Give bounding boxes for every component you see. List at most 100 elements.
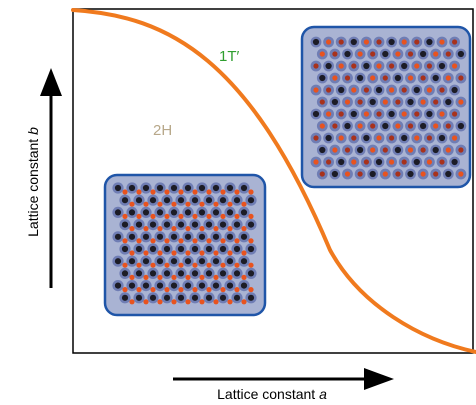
atom-metal bbox=[344, 122, 351, 130]
atom-chalcogen bbox=[332, 51, 338, 57]
atom-chalcogen bbox=[129, 226, 135, 232]
atom-metal bbox=[170, 184, 178, 192]
atom-metal bbox=[156, 184, 164, 192]
atom-metal bbox=[205, 294, 213, 301]
atom-metal bbox=[191, 245, 199, 253]
atom-metal bbox=[128, 258, 136, 265]
atom-metal bbox=[212, 282, 220, 289]
atom-metal bbox=[233, 245, 241, 253]
atom-metal bbox=[240, 258, 248, 265]
atom-chalcogen bbox=[199, 250, 205, 256]
atom-metal bbox=[413, 86, 420, 94]
atom-metal bbox=[128, 209, 136, 216]
atom-chalcogen bbox=[192, 238, 198, 244]
atom-metal bbox=[375, 158, 383, 166]
atom-chalcogen bbox=[199, 226, 205, 232]
atom-metal bbox=[163, 221, 171, 228]
atom-chalcogen bbox=[407, 147, 414, 153]
atom-metal bbox=[219, 270, 227, 277]
atom-chalcogen bbox=[370, 51, 376, 57]
atom-chalcogen bbox=[150, 238, 156, 244]
atom-metal bbox=[128, 184, 136, 192]
atom-chalcogen bbox=[407, 75, 414, 81]
atom-chalcogen bbox=[433, 51, 439, 57]
atom-chalcogen bbox=[326, 159, 332, 165]
atom-chalcogen bbox=[363, 39, 369, 45]
atom-chalcogen bbox=[122, 238, 128, 244]
atom-chalcogen bbox=[157, 250, 163, 256]
atom-chalcogen bbox=[157, 299, 163, 305]
atom-chalcogen bbox=[338, 63, 344, 69]
atom-metal bbox=[233, 221, 241, 228]
atom-metal bbox=[177, 245, 185, 253]
atom-chalcogen bbox=[129, 201, 135, 207]
atom-metal bbox=[233, 270, 241, 277]
atom-metal bbox=[205, 245, 213, 253]
atom-metal bbox=[184, 184, 192, 192]
atom-chalcogen bbox=[344, 99, 351, 105]
atom-chalcogen bbox=[122, 213, 128, 219]
atom-chalcogen bbox=[370, 147, 376, 153]
atom-chalcogen bbox=[357, 171, 363, 177]
atom-chalcogen bbox=[171, 299, 177, 305]
atom-chalcogen bbox=[351, 87, 357, 93]
atom-chalcogen bbox=[445, 51, 451, 57]
atom-chalcogen bbox=[426, 87, 432, 93]
atom-chalcogen bbox=[376, 63, 382, 69]
atom-chalcogen bbox=[326, 87, 332, 93]
atom-metal bbox=[149, 197, 157, 204]
atom-chalcogen bbox=[241, 250, 247, 256]
atom-metal bbox=[191, 221, 199, 228]
atom-chalcogen bbox=[319, 51, 325, 57]
atom-chalcogen bbox=[234, 262, 240, 268]
atom-chalcogen bbox=[241, 274, 247, 280]
atom-metal bbox=[394, 146, 401, 154]
atom-chalcogen bbox=[420, 75, 426, 81]
atom-chalcogen bbox=[227, 274, 233, 280]
atom-metal bbox=[312, 38, 320, 46]
inset-1t-prime-lattice bbox=[300, 25, 472, 189]
atom-metal bbox=[438, 134, 446, 142]
atom-metal bbox=[226, 184, 234, 192]
phase-label-2h: 2H bbox=[153, 122, 172, 139]
atom-chalcogen bbox=[143, 226, 149, 232]
inset-2h-atoms bbox=[112, 182, 257, 305]
atom-chalcogen bbox=[178, 287, 184, 293]
atom-chalcogen bbox=[395, 99, 401, 105]
atom-chalcogen bbox=[248, 189, 254, 195]
atom-chalcogen bbox=[389, 63, 395, 69]
atom-metal bbox=[156, 258, 164, 265]
atom-metal bbox=[226, 209, 234, 216]
atom-metal bbox=[420, 50, 427, 58]
atom-metal bbox=[445, 170, 452, 178]
atom-chalcogen bbox=[313, 63, 319, 69]
atom-chalcogen bbox=[452, 39, 458, 45]
atom-metal bbox=[184, 233, 192, 240]
atom-chalcogen bbox=[382, 171, 388, 177]
atom-chalcogen bbox=[220, 189, 226, 195]
atom-chalcogen bbox=[164, 213, 170, 219]
atom-metal bbox=[344, 50, 351, 58]
atom-chalcogen bbox=[199, 201, 205, 207]
atom-metal bbox=[369, 170, 376, 178]
atom-metal bbox=[388, 110, 395, 118]
atom-chalcogen bbox=[178, 238, 184, 244]
atom-chalcogen bbox=[220, 238, 226, 244]
atom-metal bbox=[407, 170, 414, 178]
atom-metal bbox=[156, 282, 164, 289]
atom-chalcogen bbox=[185, 201, 191, 207]
atom-metal bbox=[394, 74, 401, 82]
atom-chalcogen bbox=[439, 39, 445, 45]
atom-chalcogen bbox=[185, 226, 191, 232]
atom-metal bbox=[226, 233, 234, 240]
atom-chalcogen bbox=[452, 63, 458, 69]
atom-chalcogen bbox=[351, 159, 357, 165]
atom-chalcogen bbox=[389, 87, 395, 93]
x-axis-label: Lattice constant a bbox=[217, 386, 327, 402]
atom-metal bbox=[382, 50, 389, 58]
atom-metal bbox=[247, 197, 255, 204]
atom-chalcogen bbox=[452, 111, 458, 117]
atom-chalcogen bbox=[395, 171, 401, 177]
atom-metal bbox=[457, 50, 464, 58]
atom-chalcogen bbox=[401, 111, 407, 117]
